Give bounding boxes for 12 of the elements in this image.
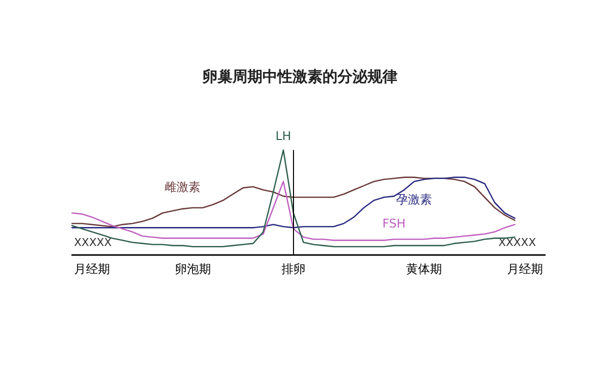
annotation: XXXXX xyxy=(498,236,536,249)
x-tick-label: 排卵 xyxy=(281,262,306,276)
x-tick-label: 月经期 xyxy=(74,262,110,276)
series-label: LH xyxy=(275,129,292,143)
x-tick-label: 黄体期 xyxy=(406,262,442,276)
x-tick-label: 卵泡期 xyxy=(174,262,211,276)
series-label: 孕激素 xyxy=(396,192,432,206)
chart-title: 卵巢周期中性激素的分泌规律 xyxy=(202,68,398,86)
annotation: XXXXX xyxy=(74,236,112,249)
series-label: FSH xyxy=(382,216,406,230)
series-label: 雌激素 xyxy=(164,180,201,194)
x-tick-label: 月经期 xyxy=(506,262,543,276)
